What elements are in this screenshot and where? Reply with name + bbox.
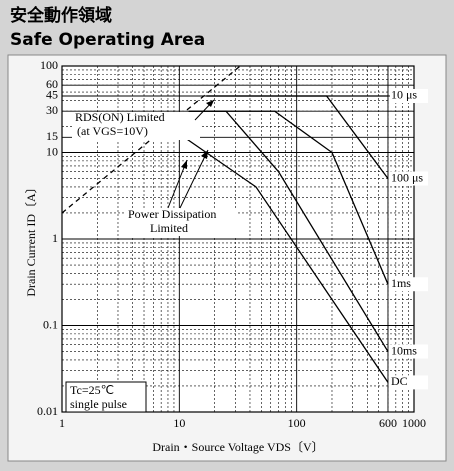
x-tick-label: 100 [288,416,306,430]
series-line [206,95,389,179]
annotation: (at VGS=10V) [77,124,148,138]
label-bg [389,375,428,390]
series-label: DC [391,374,408,388]
annotation-bg [125,208,237,236]
annotation: Tc=25℃ [70,383,114,397]
arrowhead [201,150,208,159]
label-bg [389,344,428,359]
condition-box [65,381,147,413]
label-bg [389,88,428,103]
y-tick-label: 15 [46,129,58,143]
annotation: Power Dissipation [128,207,216,221]
x-tick-label: 600 [379,416,397,430]
y-tick-label: 30 [46,103,58,117]
series-label: 100 μs [391,170,423,184]
y-axis-label: Drain Current ID〔A〕 [24,181,38,296]
arrowhead [181,160,187,169]
series-label: 10 μs [391,88,417,102]
annotation: RDS(ON) Limited [75,110,165,124]
arrowhead [206,100,214,107]
y-tick-label: 10 [46,144,58,158]
annotation: Limited [150,221,188,235]
arrow [167,159,188,209]
x-tick-label: 1 [59,416,65,430]
y-tick-label: 100 [40,58,58,72]
annotation-bg [72,112,200,140]
y-tick-label: 60 [46,77,58,91]
y-tick-label: 0.01 [37,404,58,418]
x-tick-label: 1000 [402,416,426,430]
series-line [188,110,389,285]
series-line [61,65,241,214]
series-line [188,110,389,352]
series-label: 10ms [391,343,417,357]
x-tick-label: 10 [173,416,185,430]
chart-title: 安全動作領域 [10,5,112,26]
plot-frame [61,65,415,413]
label-bg [389,277,428,292]
label-bg [389,171,428,186]
y-tick-label: 45 [46,88,58,102]
x-axis-label: Drain・Source Voltage VDS〔V〕 [152,440,323,454]
arrow [179,149,209,209]
annotation: single pulse [70,397,127,411]
y-tick-label: 1 [52,231,58,245]
series-label: 1ms [391,276,411,290]
y-tick-label: 0.1 [43,317,58,331]
chart-subtitle: Safe Operating Area [10,30,205,50]
